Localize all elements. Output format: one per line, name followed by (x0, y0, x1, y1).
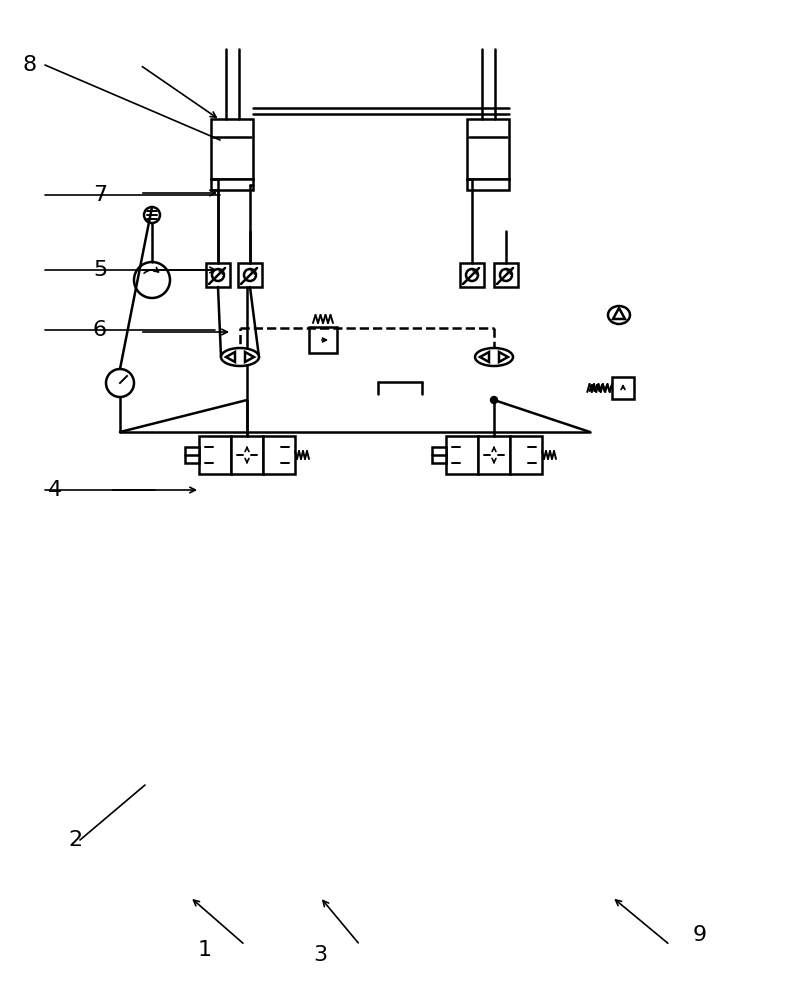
Bar (206, 263, 230, 287)
Text: 9: 9 (693, 925, 707, 945)
Bar (185, 447, 199, 463)
Ellipse shape (221, 348, 259, 366)
Text: 1: 1 (198, 940, 212, 960)
Bar (467, 179, 509, 190)
Bar (494, 263, 518, 287)
Bar (263, 436, 295, 474)
Text: 5: 5 (93, 260, 107, 280)
Bar (478, 436, 510, 474)
Bar (211, 179, 253, 190)
Ellipse shape (475, 348, 513, 366)
Bar (238, 263, 262, 287)
Bar (612, 377, 634, 399)
Bar (211, 119, 253, 179)
Text: 8: 8 (23, 55, 37, 75)
Bar (231, 436, 263, 474)
Bar (467, 119, 509, 179)
Text: 4: 4 (48, 480, 62, 500)
Circle shape (134, 262, 170, 298)
Circle shape (106, 369, 134, 397)
Ellipse shape (608, 306, 630, 324)
Bar (432, 447, 446, 463)
Text: 7: 7 (93, 185, 107, 205)
Bar (309, 327, 337, 353)
Bar (199, 436, 231, 474)
Circle shape (491, 396, 498, 403)
Bar (460, 263, 484, 287)
Text: 6: 6 (93, 320, 107, 340)
Circle shape (144, 207, 160, 223)
Bar (510, 436, 542, 474)
Text: 2: 2 (68, 830, 82, 850)
Text: 3: 3 (313, 945, 327, 965)
Bar (446, 436, 478, 474)
